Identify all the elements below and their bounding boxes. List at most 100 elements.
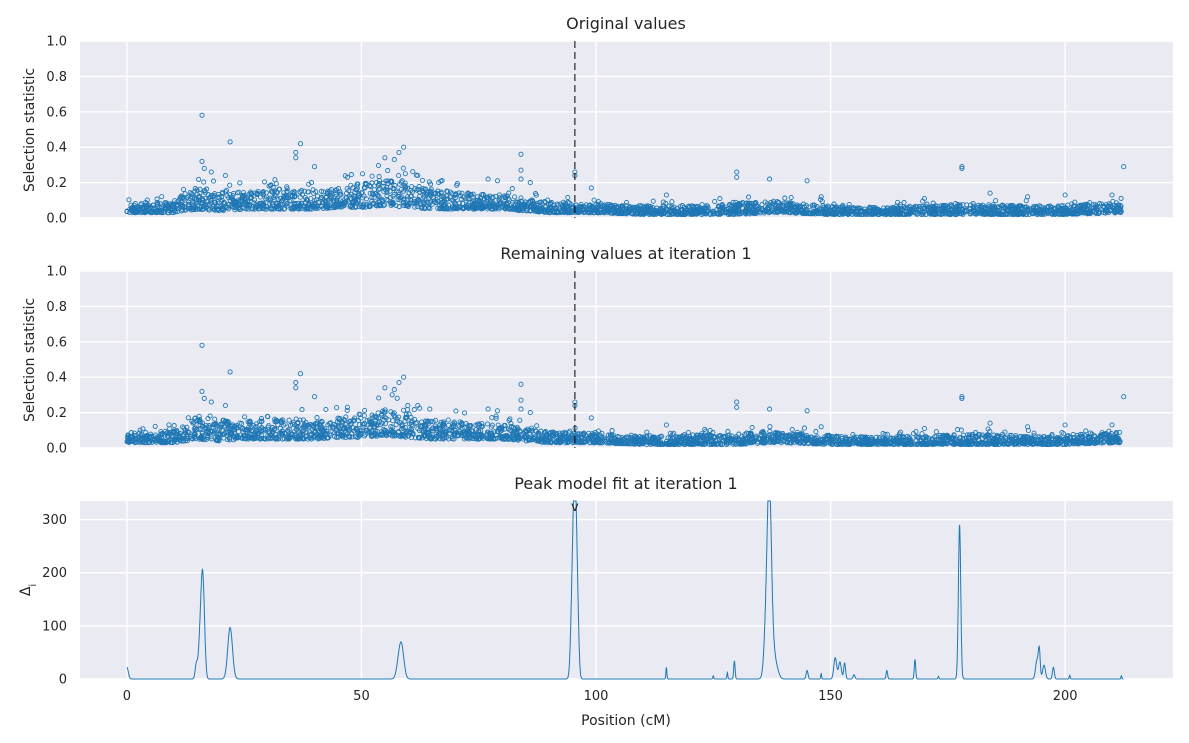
data-point <box>132 207 138 213</box>
data-point <box>352 198 358 204</box>
data-point <box>533 192 539 198</box>
data-point <box>704 208 710 215</box>
data-point <box>351 199 357 205</box>
data-point <box>240 189 247 196</box>
data-point <box>142 210 148 216</box>
panel-background <box>80 41 1173 218</box>
data-point <box>271 194 277 200</box>
data-point <box>251 200 257 206</box>
data-point <box>705 205 711 211</box>
data-point <box>281 206 287 212</box>
data-point <box>399 178 405 184</box>
data-point <box>252 197 258 203</box>
data-point <box>388 194 394 201</box>
data-point <box>691 203 697 209</box>
data-point <box>479 192 485 198</box>
data-point <box>220 203 226 210</box>
data-point <box>337 191 343 197</box>
data-point <box>381 183 387 189</box>
data-point <box>362 180 368 186</box>
data-point <box>436 179 442 186</box>
data-point <box>554 201 560 207</box>
data-point <box>522 199 529 205</box>
data-point <box>529 199 536 205</box>
data-point <box>668 211 674 217</box>
data-point <box>328 198 334 204</box>
data-point <box>624 199 630 206</box>
data-point <box>223 189 229 195</box>
data-point <box>597 207 603 213</box>
data-point <box>154 196 160 202</box>
data-point <box>402 186 408 192</box>
data-point <box>384 190 390 196</box>
data-point <box>421 205 427 211</box>
data-point <box>658 210 664 216</box>
data-point <box>428 188 434 194</box>
data-point <box>171 208 177 214</box>
data-point <box>515 207 521 213</box>
data-point <box>179 199 185 205</box>
data-point <box>455 205 461 211</box>
data-point <box>518 201 524 208</box>
data-point <box>349 204 356 210</box>
data-point <box>539 201 545 207</box>
data-point <box>194 206 200 212</box>
panel-remaining-values: 0.00.20.40.60.81.0 Remaining values at i… <box>22 244 1173 457</box>
data-point <box>624 209 631 215</box>
data-point <box>182 191 188 197</box>
data-point <box>360 201 367 207</box>
data-point <box>246 191 252 197</box>
data-point <box>164 203 170 209</box>
data-point <box>385 180 391 186</box>
data-point <box>509 199 516 206</box>
data-point <box>291 200 297 206</box>
data-point <box>615 203 621 209</box>
data-point <box>573 205 579 211</box>
y-tick-labels: 0.00.20.40.60.81.0 <box>46 35 67 227</box>
data-point <box>530 206 536 212</box>
data-point <box>401 203 407 209</box>
panel-original-values: 0.00.20.40.60.81.0 Original values Selec… <box>22 14 1173 227</box>
data-point <box>669 199 675 205</box>
data-point <box>252 190 258 196</box>
data-point <box>199 197 205 203</box>
data-point <box>375 162 382 169</box>
data-point <box>509 186 515 192</box>
data-point <box>210 206 216 212</box>
data-point <box>457 200 463 206</box>
data-point <box>308 180 315 186</box>
data-point <box>329 192 335 198</box>
data-point <box>407 201 413 207</box>
data-point <box>443 206 449 212</box>
data-point <box>727 210 733 216</box>
data-point <box>465 202 471 208</box>
data-point <box>197 206 203 212</box>
data-point <box>196 176 202 182</box>
data-point <box>564 204 570 210</box>
data-point <box>230 193 236 199</box>
data-point <box>537 208 544 214</box>
data-point <box>297 202 303 208</box>
data-point <box>551 206 557 212</box>
data-point <box>178 208 185 214</box>
data-point <box>267 201 273 207</box>
data-point <box>406 190 412 196</box>
data-point <box>641 208 648 214</box>
data-point <box>273 181 279 187</box>
data-point <box>344 186 350 192</box>
data-point <box>440 205 446 211</box>
data-point <box>516 206 523 212</box>
data-point <box>254 190 260 196</box>
data-point <box>652 209 658 215</box>
data-point <box>320 200 326 206</box>
data-point <box>291 203 297 210</box>
data-point <box>367 183 373 189</box>
data-point <box>385 168 391 174</box>
data-point <box>242 192 248 198</box>
data-point <box>663 200 669 206</box>
data-point <box>241 200 247 206</box>
data-point <box>594 210 600 216</box>
data-point <box>391 186 397 192</box>
data-point <box>261 179 268 185</box>
data-point <box>148 205 154 211</box>
